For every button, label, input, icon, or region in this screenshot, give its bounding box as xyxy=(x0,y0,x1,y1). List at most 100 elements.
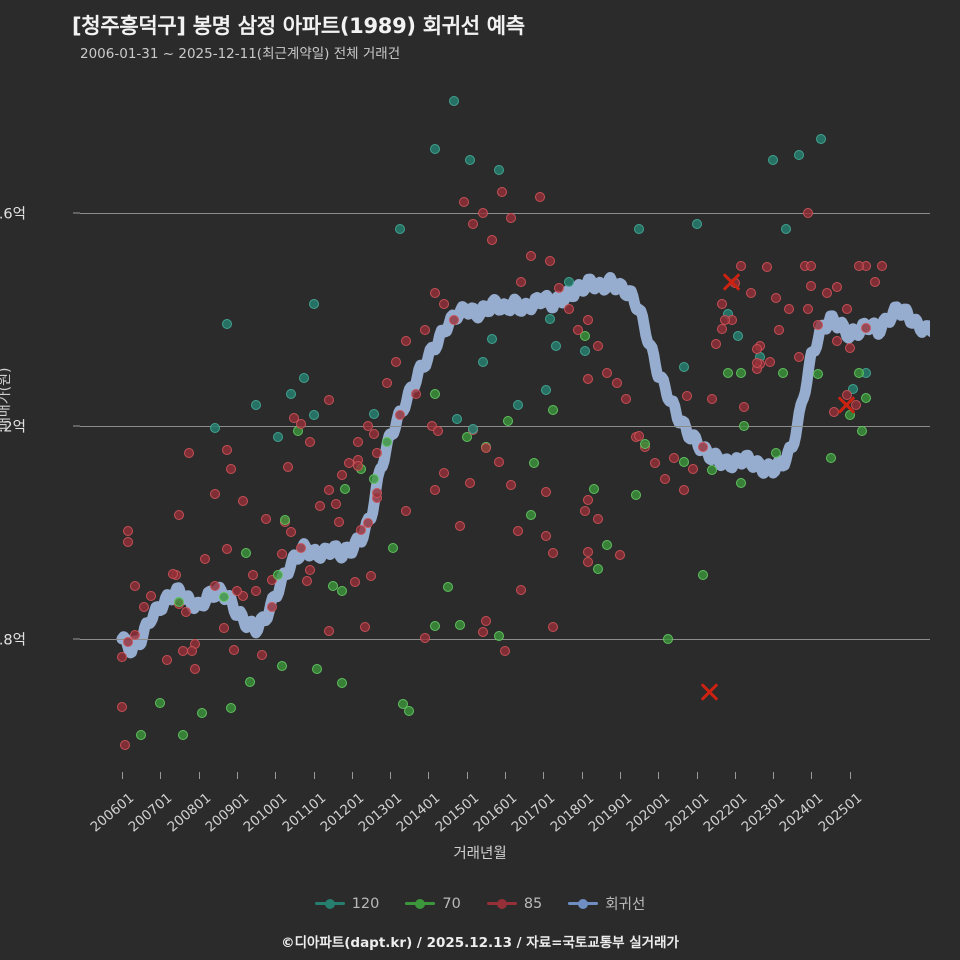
scatter-point-85 xyxy=(267,601,277,612)
scatter-point-85 xyxy=(841,303,852,314)
scatter-point-85 xyxy=(123,536,134,547)
scatter-point-85 xyxy=(429,287,440,298)
scatter-point-85 xyxy=(710,338,721,349)
legend-item-85[interactable]: 85 xyxy=(486,895,543,912)
scatter-point-120 xyxy=(308,298,319,309)
scatter-point-120 xyxy=(273,431,284,442)
scatter-point-85 xyxy=(592,513,603,524)
scatter-point-70 xyxy=(381,436,392,447)
scatter-point-85 xyxy=(295,543,306,554)
scatter-point-120 xyxy=(768,154,779,165)
scatter-point-70 xyxy=(857,426,868,437)
scatter-point-120 xyxy=(286,389,297,400)
scatter-point-85 xyxy=(257,649,268,660)
scatter-point-85 xyxy=(209,488,220,499)
legend-swatch-icon xyxy=(314,898,345,909)
scatter-point-70 xyxy=(404,706,415,717)
scatter-point-85 xyxy=(123,636,134,647)
scatter-point-85 xyxy=(369,429,380,440)
scatter-point-85 xyxy=(480,443,491,454)
scatter-point-85 xyxy=(803,303,814,314)
scatter-point-120 xyxy=(452,413,463,424)
scatter-point-85 xyxy=(289,413,300,424)
scatter-point-70 xyxy=(388,543,399,554)
legend-item-70[interactable]: 70 xyxy=(405,896,461,912)
y-axis-tick-label: 0.8억 xyxy=(0,632,26,649)
scatter-point-70 xyxy=(429,389,440,400)
legend-swatch-icon xyxy=(568,898,599,909)
x-axis-tick xyxy=(543,772,545,779)
scatter-point-120 xyxy=(512,399,523,410)
regression-path xyxy=(116,272,930,659)
scatter-point-85 xyxy=(439,467,450,478)
scatter-point-70 xyxy=(241,548,252,559)
scatter-point-85 xyxy=(506,213,517,224)
scatter-point-120 xyxy=(477,357,488,368)
legend-label: 85 xyxy=(523,895,543,912)
scatter-point-85 xyxy=(458,197,469,208)
scatter-point-85 xyxy=(493,456,504,467)
scatter-point-85 xyxy=(480,616,491,627)
scatter-point-85 xyxy=(117,701,127,712)
scatter-point-70 xyxy=(592,563,603,574)
scatter-point-70 xyxy=(369,474,380,485)
scatter-point-120 xyxy=(847,383,858,394)
scatter-point-85 xyxy=(372,487,383,498)
scatter-point-70 xyxy=(525,509,536,520)
scatter-point-85 xyxy=(228,644,239,655)
scatter-point-70 xyxy=(825,452,836,463)
scatter-point-120 xyxy=(732,330,743,341)
scatter-point-120 xyxy=(209,423,220,433)
scatter-point-85 xyxy=(717,323,728,334)
scatter-point-70 xyxy=(771,447,782,458)
legend-item-120[interactable]: 120 xyxy=(314,896,379,912)
scatter-point-85 xyxy=(745,287,756,298)
scatter-point-85 xyxy=(349,577,360,588)
scatter-point-120 xyxy=(429,144,440,155)
scatter-point-70 xyxy=(736,478,747,489)
scatter-point-70 xyxy=(697,570,708,581)
scatter-point-85 xyxy=(372,447,383,458)
scatter-point-120 xyxy=(468,424,479,435)
x-axis-tick xyxy=(811,772,813,779)
scatter-point-85 xyxy=(394,410,405,421)
scatter-point-85 xyxy=(190,663,201,674)
x-axis-tick xyxy=(505,772,506,779)
x-axis-tick xyxy=(351,772,353,779)
scatter-point-85 xyxy=(512,526,523,537)
scatter-point-70 xyxy=(311,663,322,674)
scatter-point-85 xyxy=(324,395,335,406)
scatter-point-85 xyxy=(496,186,507,197)
scatter-point-120 xyxy=(369,409,380,420)
scatter-point-70 xyxy=(225,703,236,714)
scatter-point-85 xyxy=(650,458,660,469)
legend-item-회귀선[interactable]: 회귀선 xyxy=(568,893,645,914)
scatter-point-85 xyxy=(752,344,763,355)
scatter-point-85 xyxy=(806,261,817,272)
x-axis-tick xyxy=(773,772,775,779)
scatter-point-85 xyxy=(573,325,584,336)
scatter-point-85 xyxy=(260,514,271,525)
x-axis-tick xyxy=(619,772,621,779)
scatter-point-85 xyxy=(752,358,763,368)
scatter-point-85 xyxy=(365,571,376,581)
scatter-point-85 xyxy=(222,445,233,456)
scatter-point-85 xyxy=(314,500,325,511)
scatter-point-85 xyxy=(161,655,172,666)
y-axis-tick-label: 1.2억 xyxy=(0,419,26,436)
footer-credit: ©디아파트(dapt.kr) / 2025.12.13 / 자료=국토교통부 실… xyxy=(281,935,679,951)
scatter-point-85 xyxy=(761,262,772,273)
scatter-point-85 xyxy=(439,298,450,309)
scatter-point-85 xyxy=(117,652,127,663)
scatter-point-85 xyxy=(231,585,242,596)
scatter-point-85 xyxy=(831,281,842,292)
scatter-point-85 xyxy=(305,564,316,575)
scatter-point-85 xyxy=(420,633,431,644)
scatter-point-85 xyxy=(356,525,367,536)
scatter-point-85 xyxy=(337,470,348,481)
scatter-point-85 xyxy=(477,626,488,637)
scatter-point-70 xyxy=(337,586,348,596)
scatter-point-85 xyxy=(592,341,603,352)
scatter-point-70 xyxy=(640,438,651,449)
